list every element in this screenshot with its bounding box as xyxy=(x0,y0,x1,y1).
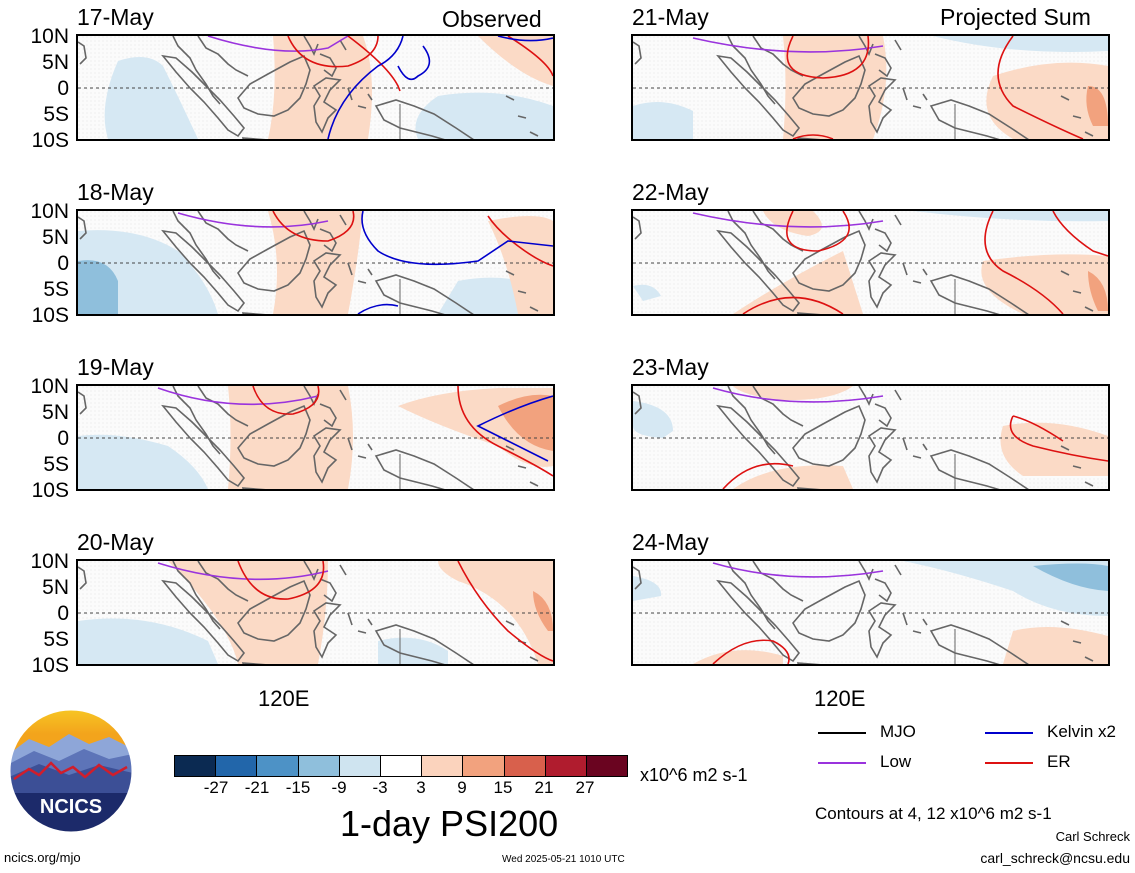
map-panel-observed xyxy=(76,34,555,141)
author-email: carl_schreck@ncsu.edu xyxy=(980,850,1130,866)
author: Carl Schreck xyxy=(1055,829,1130,844)
map-panel-projected xyxy=(631,559,1110,666)
map-panel-observed xyxy=(76,559,555,666)
colorbar-swatch xyxy=(421,756,463,776)
colorbar-swatch xyxy=(338,756,380,776)
colorbar-swatch xyxy=(544,756,586,776)
colorbar-swatch xyxy=(175,756,216,776)
chart-title: 1-day PSI200 xyxy=(340,803,559,844)
legend-line-er xyxy=(985,762,1033,764)
colorbar-swatch xyxy=(297,756,339,776)
colorbar xyxy=(174,755,628,777)
panel-date-projected: 23-May xyxy=(632,354,709,380)
legend-line-mjo xyxy=(818,732,866,734)
observed-label: Observed xyxy=(442,6,542,32)
panel-date-observed: 19-May xyxy=(77,354,154,380)
lon-label-observed: 120E xyxy=(258,686,310,711)
projected-label: Projected Sum xyxy=(940,4,1091,30)
panel-date-projected: 21-May xyxy=(632,4,709,30)
map-panel-projected xyxy=(631,384,1110,491)
colorbar-units: x10^6 m2 s-1 xyxy=(640,765,748,785)
source-url[interactable]: ncics.org/mjo xyxy=(4,850,81,865)
legend-line-kelvin xyxy=(985,732,1033,734)
legend-label-er: ER xyxy=(1047,752,1071,771)
timestamp: Wed 2025-05-21 1010 UTC xyxy=(502,854,625,865)
panel-date-observed: 18-May xyxy=(77,179,154,205)
colorbar-swatch xyxy=(503,756,545,776)
map-panel-observed xyxy=(76,384,555,491)
panel-date-observed: 17-May xyxy=(77,4,154,30)
ncics-logo: NCICS xyxy=(9,709,133,833)
map-panel-projected xyxy=(631,209,1110,316)
colorbar-swatch xyxy=(585,756,628,776)
panel-date-projected: 24-May xyxy=(632,529,709,555)
contours-note: Contours at 4, 12 x10^6 m2 s-1 xyxy=(815,804,1052,823)
colorbar-swatch xyxy=(462,756,504,776)
legend-label-low: Low xyxy=(880,752,912,771)
map-panel-projected xyxy=(631,34,1110,141)
logo-text: NCICS xyxy=(40,796,102,818)
map-panel-observed xyxy=(76,209,555,316)
legend-label-kelvin: Kelvin x2 xyxy=(1047,722,1116,741)
colorbar-swatch xyxy=(215,756,257,776)
panel-date-projected: 22-May xyxy=(632,179,709,205)
panel-date-observed: 20-May xyxy=(77,529,154,555)
colorbar-swatch xyxy=(256,756,298,776)
lon-label-projected: 120E xyxy=(814,686,866,711)
legend-line-low xyxy=(818,762,866,764)
colorbar-swatch xyxy=(379,756,422,776)
legend-label-mjo: MJO xyxy=(880,722,916,741)
